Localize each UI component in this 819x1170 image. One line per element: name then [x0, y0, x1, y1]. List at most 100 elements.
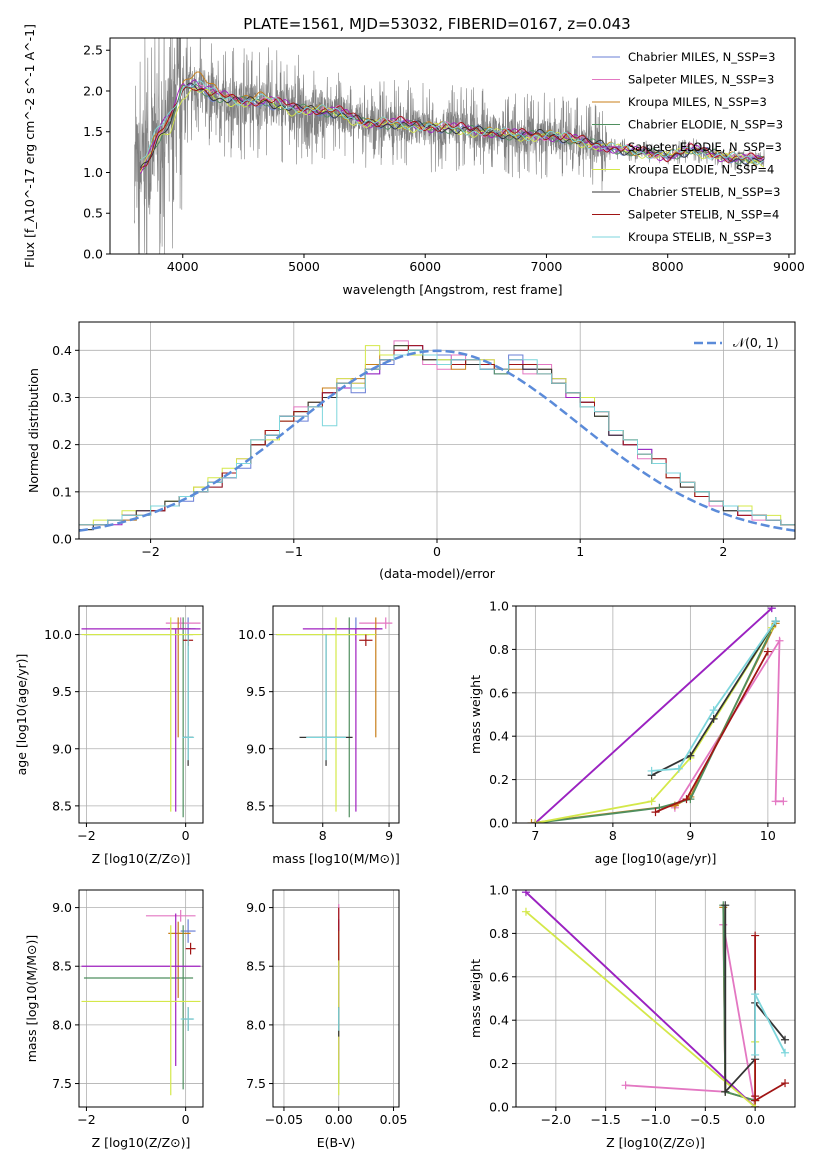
x-tick-label: 0 [182, 828, 190, 843]
series-marker [751, 1096, 760, 1105]
mass-vs-ebv-panel: −0.05 0.00 0.05 7.5 8.0 8.5 9.0 E(B-V) [246, 889, 407, 1150]
axes-frame [109, 37, 796, 255]
y-tick-label: 0.0 [83, 247, 103, 262]
x-tick-label: −2 [77, 1112, 95, 1127]
age-vs-mass-data [276, 617, 393, 818]
model-spectrum-line [140, 71, 764, 166]
legend-label: Kroupa ELODIE, N_SSP=4 [628, 163, 774, 177]
series-line [754, 935, 786, 1103]
x-axis-label: Z [log10(Z/Z⊙)] [92, 1135, 191, 1150]
series-marker [647, 797, 656, 806]
x-axis-label: Z [log10(Z/Z⊙)] [92, 851, 191, 866]
y-tick-label: 0.5 [83, 206, 103, 221]
legend-label: Salpeter ELODIE, N_SSP=3 [628, 140, 782, 154]
y-tick-label: 8.0 [246, 1017, 266, 1032]
series-marker [751, 990, 760, 999]
series-line [655, 651, 769, 813]
age-vs-Z-panel: −2 0 8.5 9.0 9.5 10.0 Z [log10(Z/Z⊙)] age [log1… [14, 605, 204, 866]
x-axis-label: mass [log10(M/M⊙)] [272, 851, 400, 866]
x-tick-label: −0.5 [690, 1112, 720, 1127]
legend-label: Salpeter STELIB, N_SSP=4 [628, 208, 779, 222]
y-tick-label: 0.8 [489, 926, 509, 941]
x-tick-label: 6000 [409, 259, 441, 274]
legend-label: Chabrier STELIB, N_SSP=3 [628, 185, 780, 199]
series-marker [771, 617, 780, 626]
x-tick-label: 2 [719, 544, 727, 559]
axes-frame [515, 889, 796, 1108]
x-axis-label: (data-model)/error [379, 566, 496, 581]
y-tick-label: 8.5 [246, 959, 266, 974]
x-tick-label: −0.05 [265, 1112, 303, 1127]
series-marker [674, 764, 683, 773]
x-tick-label: −2 [77, 828, 95, 843]
series-marker [779, 797, 788, 806]
model-spectrum-line [139, 80, 765, 165]
x-tick-label: 0.0 [745, 1112, 765, 1127]
y-tick-label: 0.4 [489, 1013, 509, 1028]
x-axis-label: Z [log10(Z/Z⊙)] [606, 1135, 705, 1150]
y-axis-label: Normed distribution [26, 368, 41, 493]
y-tick-label: 9.0 [52, 900, 72, 915]
y-tick-label: 8.0 [52, 1017, 72, 1032]
legend-label: Salpeter MILES, N_SSP=3 [628, 73, 774, 87]
y-tick-label: 0.6 [489, 969, 509, 984]
y-tick-label: 0.3 [52, 390, 72, 405]
x-tick-label: −2 [141, 544, 159, 559]
massweight-vs-age-data [527, 606, 788, 823]
axes-frame [515, 605, 796, 824]
y-tick-label: 1.0 [83, 165, 103, 180]
x-tick-label: 8 [319, 828, 327, 843]
y-tick-label: 8.5 [52, 798, 72, 813]
axes-frame [78, 321, 796, 540]
series-line [674, 637, 784, 809]
x-axis-label: E(B-V) [317, 1135, 356, 1150]
y-axis-label: age [log10(age/yr)] [14, 654, 29, 776]
series-marker [775, 636, 784, 645]
y-tick-label: 1.5 [83, 124, 103, 139]
series-line [535, 627, 773, 823]
series-marker [751, 1050, 760, 1059]
series-marker [521, 907, 530, 916]
y-tick-label: 9.0 [246, 741, 266, 756]
y-tick-label: 0.6 [489, 685, 509, 700]
massweight-vs-Z-data [521, 890, 790, 1107]
x-axis-label: wavelength [Angstrom, rest frame] [342, 282, 562, 297]
series-marker [767, 606, 776, 613]
legend-label: Kroupa STELIB, N_SSP=3 [628, 230, 772, 244]
series-line [525, 911, 756, 1107]
series-marker [621, 1081, 630, 1090]
y-tick-label: 9.0 [52, 741, 72, 756]
x-tick-label: −1 [285, 544, 303, 559]
legend-label: 𝒩(0, 1) [733, 335, 779, 350]
massweight-vs-age-panel: 7 8 9 10 0.0 0.2 0.4 0.6 0.8 1.0 age [log10(age/yr… [468, 599, 796, 866]
y-tick-label: 1.0 [489, 883, 509, 898]
series-marker [781, 1035, 790, 1044]
x-tick-label: 0.00 [325, 1112, 353, 1127]
series-marker [781, 1048, 790, 1057]
y-tick-label: 0.1 [52, 484, 72, 499]
x-tick-label: 10 [760, 828, 776, 843]
y-axis-label: mass [log10(M/M⊙)] [24, 935, 39, 1063]
y-tick-label: 9.0 [246, 900, 266, 915]
series-marker [521, 890, 530, 897]
y-tick-label: 0.8 [489, 642, 509, 657]
axes-frame [78, 605, 204, 824]
series-marker [682, 795, 691, 804]
series-marker [721, 1087, 730, 1096]
series-marker [686, 751, 695, 760]
legend-label: Chabrier ELODIE, N_SSP=3 [628, 118, 783, 132]
x-tick-label: −2.0 [541, 1112, 571, 1127]
gaussian-curve [79, 349, 795, 532]
y-tick-label: 9.5 [246, 684, 266, 699]
y-tick-label: 8.5 [246, 798, 266, 813]
legend-label: Kroupa MILES, N_SSP=3 [628, 95, 767, 109]
y-axis-label: mass weight [468, 959, 483, 1038]
y-tick-label: 2.0 [83, 83, 103, 98]
series-marker [647, 766, 656, 775]
y-tick-label: 0.2 [489, 772, 509, 787]
y-axis-label: Flux [f_λ10^-17 erg cm^-2 s^-1 A^-1] [22, 24, 37, 268]
series-marker [527, 819, 536, 823]
mass-vs-Z-panel: −2 0 7.5 8.0 8.5 9.0 Z [log10(Z/Z⊙)] mass [log1… [24, 889, 204, 1150]
y-tick-label: 0.4 [52, 343, 72, 358]
mass-vs-Z-data [81, 909, 201, 1096]
